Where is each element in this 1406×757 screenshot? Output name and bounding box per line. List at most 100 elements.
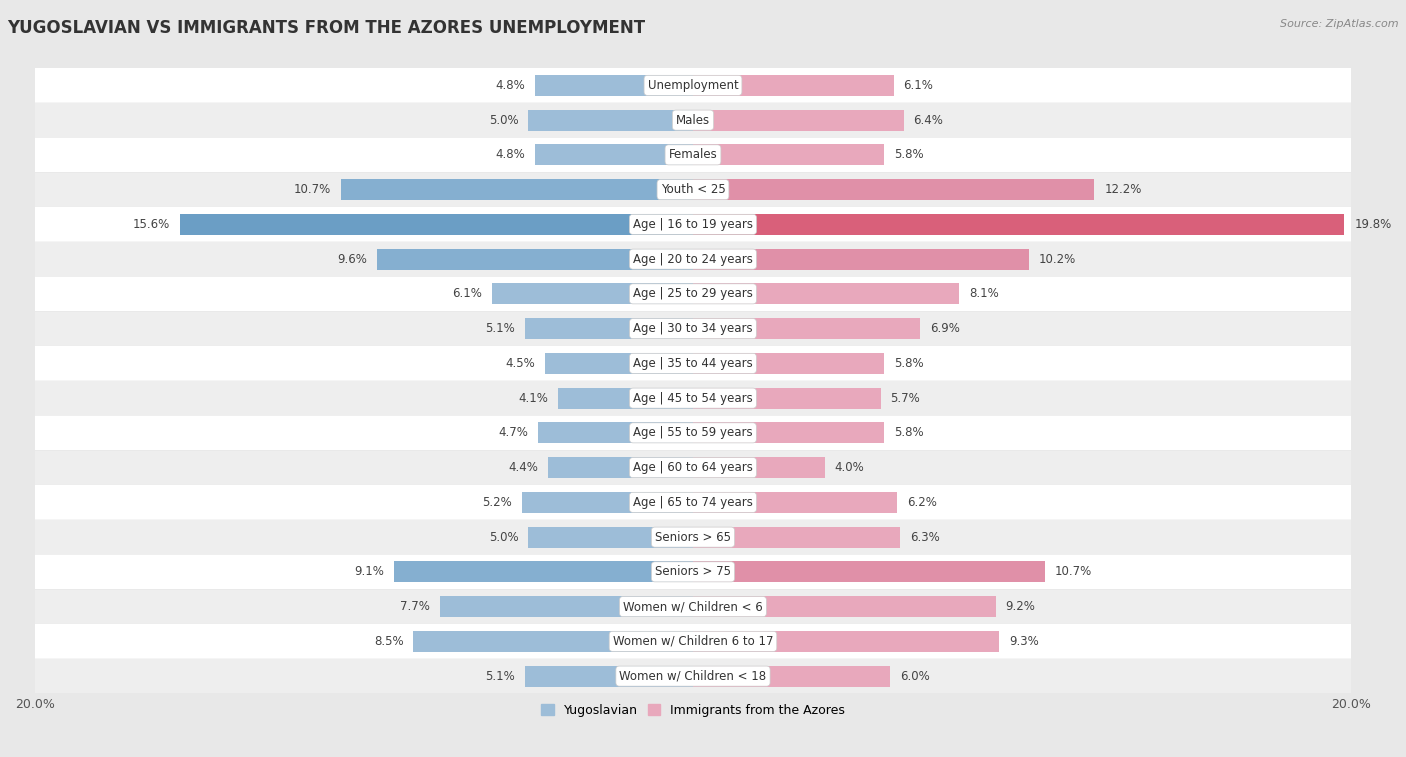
Bar <box>693 492 897 512</box>
Text: 6.9%: 6.9% <box>929 322 960 335</box>
FancyBboxPatch shape <box>35 659 1351 693</box>
FancyBboxPatch shape <box>35 241 1351 276</box>
Bar <box>693 527 900 547</box>
Bar <box>693 179 1094 200</box>
Text: 5.1%: 5.1% <box>485 322 516 335</box>
Text: Age | 35 to 44 years: Age | 35 to 44 years <box>633 357 752 370</box>
Text: Males: Males <box>676 114 710 126</box>
FancyBboxPatch shape <box>35 276 1351 311</box>
Text: 7.7%: 7.7% <box>399 600 430 613</box>
FancyBboxPatch shape <box>35 68 1351 103</box>
FancyBboxPatch shape <box>35 311 1351 346</box>
Bar <box>558 388 693 409</box>
Bar <box>693 388 880 409</box>
FancyBboxPatch shape <box>35 173 1351 207</box>
Text: Source: ZipAtlas.com: Source: ZipAtlas.com <box>1281 19 1399 29</box>
Bar <box>538 422 693 444</box>
Bar <box>693 562 1045 582</box>
Text: Youth < 25: Youth < 25 <box>661 183 725 196</box>
Text: 6.1%: 6.1% <box>904 79 934 92</box>
Text: 6.1%: 6.1% <box>453 288 482 301</box>
Bar <box>440 597 693 617</box>
Text: 10.7%: 10.7% <box>294 183 330 196</box>
Text: 4.1%: 4.1% <box>519 391 548 404</box>
Bar <box>394 562 693 582</box>
FancyBboxPatch shape <box>35 554 1351 589</box>
Bar <box>693 631 1000 652</box>
FancyBboxPatch shape <box>35 416 1351 450</box>
Text: 9.1%: 9.1% <box>354 565 384 578</box>
Bar <box>377 249 693 269</box>
Legend: Yugoslavian, Immigrants from the Azores: Yugoslavian, Immigrants from the Azores <box>536 699 849 721</box>
Text: 6.3%: 6.3% <box>910 531 939 544</box>
Text: Age | 16 to 19 years: Age | 16 to 19 years <box>633 218 754 231</box>
Text: Age | 65 to 74 years: Age | 65 to 74 years <box>633 496 754 509</box>
Text: 5.8%: 5.8% <box>894 426 924 439</box>
Bar <box>536 75 693 96</box>
Bar <box>522 492 693 512</box>
Text: 9.3%: 9.3% <box>1010 635 1039 648</box>
Text: Age | 30 to 34 years: Age | 30 to 34 years <box>633 322 752 335</box>
Bar <box>413 631 693 652</box>
Text: 5.0%: 5.0% <box>489 531 519 544</box>
Text: Seniors > 65: Seniors > 65 <box>655 531 731 544</box>
FancyBboxPatch shape <box>35 346 1351 381</box>
Bar <box>693 318 920 339</box>
Text: Seniors > 75: Seniors > 75 <box>655 565 731 578</box>
Bar <box>693 75 894 96</box>
FancyBboxPatch shape <box>35 381 1351 416</box>
FancyBboxPatch shape <box>35 589 1351 624</box>
Bar <box>492 283 693 304</box>
Bar <box>693 353 884 374</box>
Bar <box>693 145 884 165</box>
Bar <box>180 214 693 235</box>
Text: 6.2%: 6.2% <box>907 496 936 509</box>
Text: 4.5%: 4.5% <box>505 357 536 370</box>
Text: 4.8%: 4.8% <box>495 79 526 92</box>
Text: Age | 45 to 54 years: Age | 45 to 54 years <box>633 391 752 404</box>
Text: Women w/ Children < 6: Women w/ Children < 6 <box>623 600 763 613</box>
Bar <box>526 665 693 687</box>
FancyBboxPatch shape <box>35 520 1351 554</box>
FancyBboxPatch shape <box>35 207 1351 241</box>
Text: 5.8%: 5.8% <box>894 357 924 370</box>
Text: YUGOSLAVIAN VS IMMIGRANTS FROM THE AZORES UNEMPLOYMENT: YUGOSLAVIAN VS IMMIGRANTS FROM THE AZORE… <box>7 19 645 37</box>
Text: 5.7%: 5.7% <box>890 391 920 404</box>
Bar <box>693 249 1029 269</box>
Bar <box>548 457 693 478</box>
Bar <box>693 457 824 478</box>
Text: 10.7%: 10.7% <box>1054 565 1092 578</box>
Text: Age | 20 to 24 years: Age | 20 to 24 years <box>633 253 754 266</box>
Bar <box>693 214 1344 235</box>
Text: 10.2%: 10.2% <box>1039 253 1076 266</box>
Bar <box>693 283 959 304</box>
Bar <box>536 145 693 165</box>
FancyBboxPatch shape <box>35 485 1351 520</box>
Text: 8.5%: 8.5% <box>374 635 404 648</box>
Text: 6.0%: 6.0% <box>900 670 929 683</box>
Text: Age | 60 to 64 years: Age | 60 to 64 years <box>633 461 754 474</box>
Text: 5.8%: 5.8% <box>894 148 924 161</box>
Text: 12.2%: 12.2% <box>1104 183 1142 196</box>
Text: 4.0%: 4.0% <box>835 461 865 474</box>
Bar <box>526 318 693 339</box>
Text: Women w/ Children < 18: Women w/ Children < 18 <box>620 670 766 683</box>
Text: 4.8%: 4.8% <box>495 148 526 161</box>
FancyBboxPatch shape <box>35 138 1351 173</box>
Text: 5.1%: 5.1% <box>485 670 516 683</box>
Bar <box>693 597 995 617</box>
Bar <box>529 110 693 130</box>
Text: Age | 25 to 29 years: Age | 25 to 29 years <box>633 288 754 301</box>
Bar <box>529 527 693 547</box>
Text: 4.7%: 4.7% <box>499 426 529 439</box>
FancyBboxPatch shape <box>35 450 1351 485</box>
Text: 5.0%: 5.0% <box>489 114 519 126</box>
Bar <box>693 665 890 687</box>
Text: 9.2%: 9.2% <box>1005 600 1035 613</box>
Text: 19.8%: 19.8% <box>1354 218 1392 231</box>
Text: Unemployment: Unemployment <box>648 79 738 92</box>
Text: 8.1%: 8.1% <box>969 288 1000 301</box>
Text: Females: Females <box>669 148 717 161</box>
Text: 15.6%: 15.6% <box>132 218 170 231</box>
Text: 5.2%: 5.2% <box>482 496 512 509</box>
